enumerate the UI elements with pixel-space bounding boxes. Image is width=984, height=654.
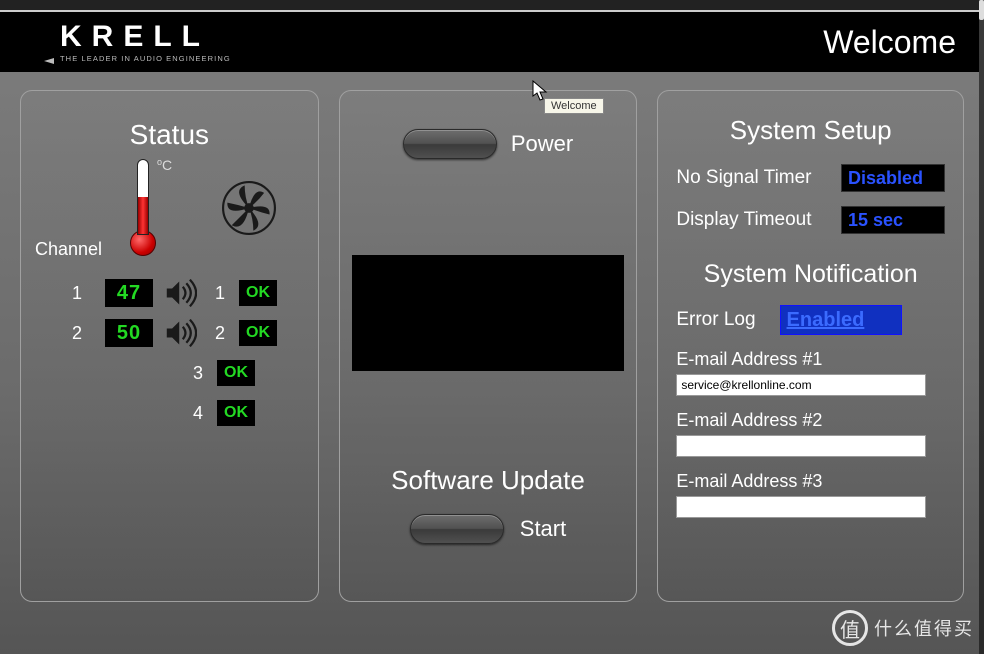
fan-index: 2 xyxy=(209,323,231,344)
no-signal-timer-value[interactable]: Disabled xyxy=(841,164,945,192)
email1-input[interactable] xyxy=(676,374,926,396)
brand-name: KRELL xyxy=(60,22,231,52)
channel-label: Channel xyxy=(35,239,102,260)
email1-label: E-mail Address #1 xyxy=(676,349,945,370)
display-timeout-value[interactable]: 15 sec xyxy=(841,206,945,234)
control-panel: Power Software Update Start xyxy=(339,90,638,602)
power-button[interactable] xyxy=(403,129,497,159)
status-row: 4 OK xyxy=(63,393,300,433)
thermometer-icon xyxy=(137,159,156,256)
software-update-title: Software Update xyxy=(340,465,637,496)
start-label: Start xyxy=(520,516,566,542)
fan-status: OK xyxy=(239,320,277,346)
display-timeout-label: Display Timeout xyxy=(676,209,811,231)
system-notification-title: System Notification xyxy=(658,260,963,289)
temp-unit: oC xyxy=(157,157,172,173)
system-setup-panel: System Setup No Signal Timer Disabled Di… xyxy=(657,90,964,602)
fan-icon xyxy=(222,181,276,235)
status-rows: 1 47 1 OK 2 50 2 OK 3 OK xyxy=(21,271,318,433)
brand-tagline: THE LEADER IN AUDIO ENGINEERING xyxy=(60,55,231,63)
start-button[interactable] xyxy=(410,514,504,544)
status-panel: Status oC Channel xyxy=(20,90,319,602)
speaker-icon xyxy=(161,319,201,347)
system-setup-title: System Setup xyxy=(658,91,963,146)
fan-status: OK xyxy=(239,280,277,306)
page-title: Welcome xyxy=(823,24,956,61)
brand-logo: KRELL THE LEADER IN AUDIO ENGINEERING xyxy=(60,22,231,63)
speaker-icon xyxy=(161,279,201,307)
status-icons-area: oC Channel xyxy=(21,151,318,271)
status-row: 2 50 2 OK xyxy=(63,313,300,353)
watermark-badge: 值 xyxy=(832,610,868,646)
email3-label: E-mail Address #3 xyxy=(676,471,945,492)
error-log-value[interactable]: Enabled xyxy=(780,305,902,335)
fan-status: OK xyxy=(217,360,255,386)
status-title: Status xyxy=(21,91,318,151)
fan-index: 4 xyxy=(187,403,209,424)
fan-index: 1 xyxy=(209,283,231,304)
watermark: 值 什么值得买 xyxy=(832,610,974,646)
header-bar: KRELL THE LEADER IN AUDIO ENGINEERING We… xyxy=(0,12,984,72)
channel-temp: 47 xyxy=(105,279,153,307)
no-signal-timer-label: No Signal Timer xyxy=(676,167,811,189)
email2-input[interactable] xyxy=(676,435,926,457)
display-window xyxy=(352,255,625,371)
fan-index: 3 xyxy=(187,363,209,384)
channel-index: 1 xyxy=(63,283,91,304)
error-log-label: Error Log xyxy=(676,309,755,331)
channel-temp: 50 xyxy=(105,319,153,347)
email2-label: E-mail Address #2 xyxy=(676,410,945,431)
window-top-strip xyxy=(0,0,984,10)
status-row: 3 OK xyxy=(63,353,300,393)
power-label: Power xyxy=(511,131,573,157)
scrollbar[interactable] xyxy=(979,0,984,654)
status-row: 1 47 1 OK xyxy=(63,273,300,313)
channel-index: 2 xyxy=(63,323,91,344)
email3-input[interactable] xyxy=(676,496,926,518)
watermark-text: 什么值得买 xyxy=(874,615,974,641)
fan-status: OK xyxy=(217,400,255,426)
tooltip: Welcome xyxy=(544,98,604,114)
